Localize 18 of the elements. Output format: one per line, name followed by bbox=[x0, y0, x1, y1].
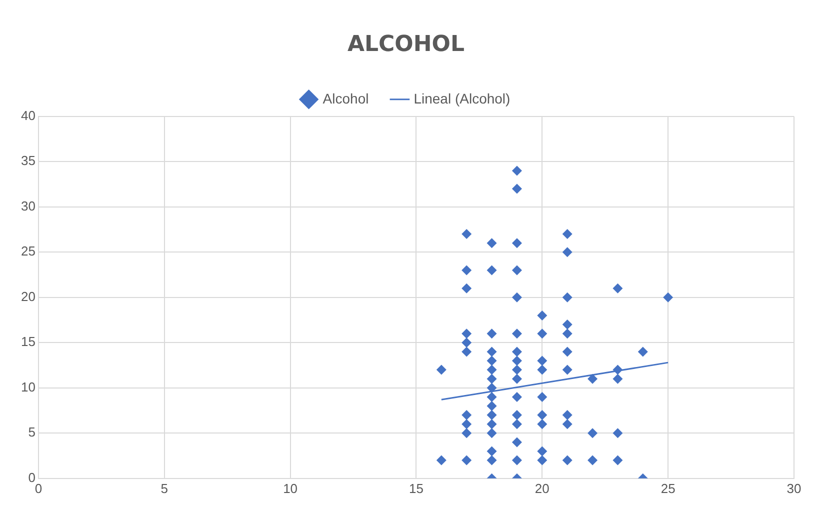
y-tick-label: 15 bbox=[20, 334, 36, 350]
y-tick-label: 10 bbox=[20, 379, 36, 394]
x-tick-label: 5 bbox=[160, 480, 168, 496]
x-tick-label: 20 bbox=[534, 480, 550, 496]
legend-label: Lineal (Alcohol) bbox=[414, 90, 510, 106]
x-tick-label: 15 bbox=[408, 480, 424, 496]
y-tick-label: 25 bbox=[20, 244, 36, 259]
y-tick-label: 40 bbox=[20, 108, 36, 123]
y-tick-label: 30 bbox=[20, 198, 36, 214]
x-tick-label: 30 bbox=[786, 480, 802, 496]
legend-label: Alcohol bbox=[322, 90, 369, 106]
y-tick-label: 35 bbox=[20, 153, 36, 168]
y-tick-label: 0 bbox=[28, 470, 36, 485]
x-tick-label: 25 bbox=[660, 480, 676, 496]
y-tick-label: 5 bbox=[28, 424, 36, 440]
x-tick-label: 10 bbox=[283, 480, 298, 496]
chart-title: ALCOHOL bbox=[347, 32, 465, 57]
y-tick-label: 20 bbox=[20, 288, 36, 304]
